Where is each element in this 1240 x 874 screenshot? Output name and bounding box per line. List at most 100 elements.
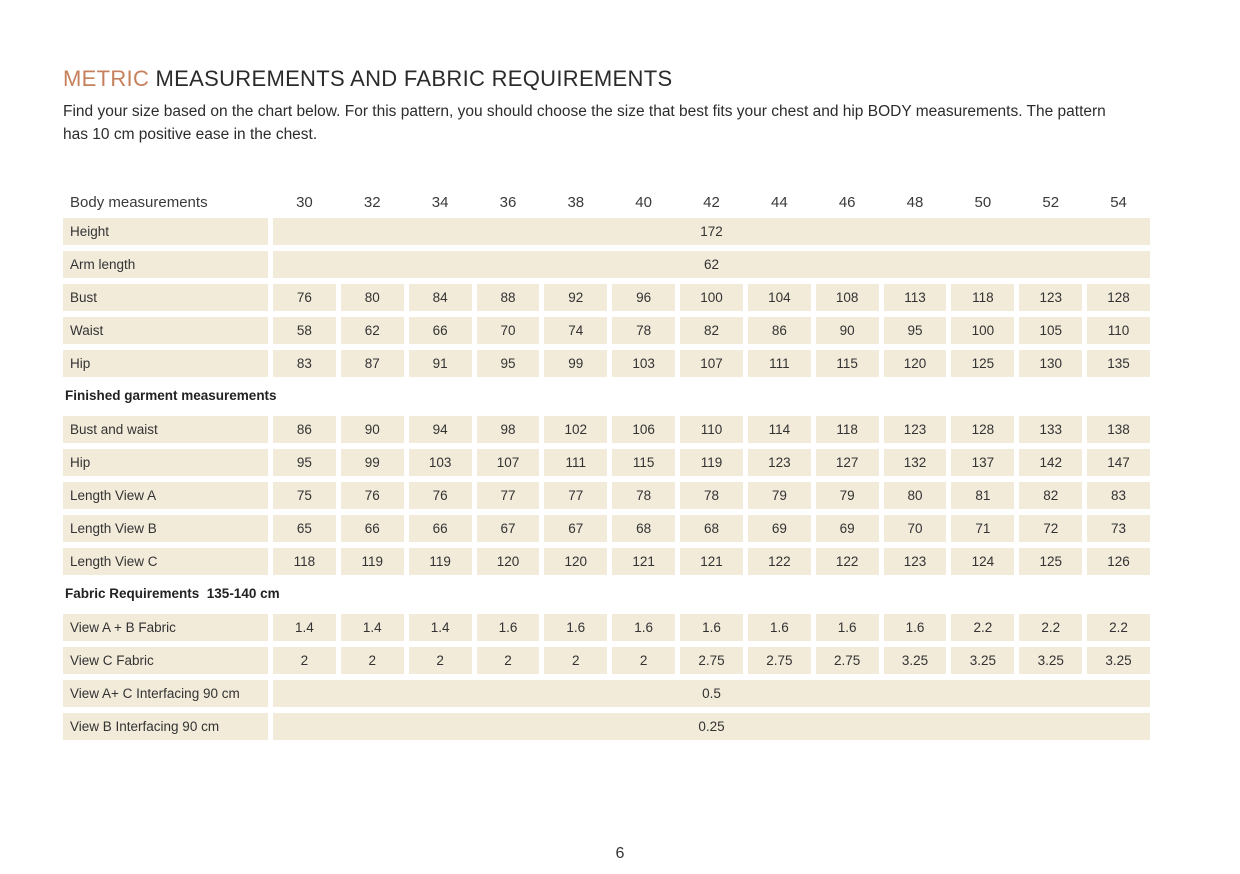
table-cell: 135 [1087,350,1150,377]
table-cell: 90 [815,317,879,344]
table-cell: 125 [951,350,1015,377]
table-row: Hip 83 87 91 95 99 103 107 111 115 120 125 130 135 [63,350,1150,377]
table-cell: 110 [680,416,743,443]
size-column-header: 54 [1110,194,1127,211]
table-cell: 1.4 [273,614,336,641]
row-span-value: 172 [273,218,1150,245]
table-cell: 1.4 [340,614,404,641]
table-cell: 127 [815,449,879,476]
table-cell: 108 [815,284,879,311]
table-cell: 78 [680,482,743,509]
size-column-header: 38 [567,194,585,211]
table-cell: 138 [1087,416,1150,443]
size-column-header: 30 [296,194,313,211]
table-row: Bust and waist 86 90 94 98 102 106 110 114 118 123… [63,416,1150,443]
table-cell: 77 [544,482,608,509]
size-column-header: 48 [906,194,924,211]
row-cells: 86 90 94 98 102 106 110 114 118 123 128 133 138 [273,416,1150,443]
table-cell: 76 [340,482,404,509]
table-cell: 3.25 [951,647,1015,674]
table-cell: 2 [612,647,676,674]
table-cell: 2 [544,647,608,674]
table-cell: 3.25 [1087,647,1150,674]
table-cell: 76 [273,284,336,311]
table-row: Length View A 75 76 76 77 77 78 78 79 79 80 81 82 83 [63,482,1150,509]
table-cell: 147 [1087,449,1150,476]
table-cell: 2 [408,647,472,674]
size-column-header: 46 [838,194,856,211]
table-cell: 62 [340,317,404,344]
size-column-header: 36 [499,194,517,211]
size-column-header: 44 [770,194,788,211]
table-cell: 115 [612,449,676,476]
table-cell: 123 [883,548,947,575]
table-cell: 130 [1019,350,1083,377]
table-cell: 82 [680,317,743,344]
table-cell: 128 [1087,284,1150,311]
table-cell: 1.6 [747,614,811,641]
table-cell: 91 [408,350,472,377]
size-column-header: 42 [703,194,720,211]
row-cells: 118 119 119 120 120 121 121 122 122 123 124 125 126 [273,548,1150,575]
table-cell: 124 [951,548,1015,575]
table-cell: 80 [883,482,947,509]
table-cell: 2.2 [951,614,1015,641]
table-cell: 2.75 [815,647,879,674]
table-cell: 104 [747,284,811,311]
row-label: Waist [63,317,268,344]
table-cell: 107 [680,350,743,377]
table-cell: 114 [747,416,811,443]
table-cell: 107 [476,449,540,476]
row-label: Arm length [63,251,268,278]
table-row: Waist 58 62 66 70 74 78 82 86 90 95 100 105 110 [63,317,1150,344]
table-cell: 100 [680,284,743,311]
table-cell: 67 [476,515,540,542]
row-span-value: 0.5 [273,680,1150,707]
table-cell: 142 [1019,449,1083,476]
table-cell: 99 [544,350,608,377]
row-label: Hip [63,449,268,476]
table-cell: 2.2 [1019,614,1083,641]
table-cell: 119 [408,548,472,575]
table-cell: 137 [951,449,1015,476]
row-cells: 75 76 76 77 77 78 78 79 79 80 81 82 83 [273,482,1150,509]
table-cell: 68 [680,515,743,542]
table-cell: 78 [612,482,676,509]
table-cell: 2.75 [747,647,811,674]
table-cell: 1.6 [815,614,879,641]
table-cell: 70 [476,317,540,344]
section-header: Fabric Requirements 135-140 cm [65,586,280,601]
page-title-rest: MEASUREMENTS AND FABRIC REQUIREMENTS [149,66,673,91]
table-cell: 122 [747,548,811,575]
table-cell: 69 [815,515,879,542]
table-cell: 123 [747,449,811,476]
table-cell: 106 [612,416,676,443]
table-cell: 119 [680,449,743,476]
table-cell: 3.25 [1019,647,1083,674]
table-cell: 67 [544,515,608,542]
table-cell: 74 [544,317,608,344]
row-cells: 58 62 66 70 74 78 82 86 90 95 100 105 110 [273,317,1150,344]
row-label: Height [63,218,268,245]
table-cell: 87 [340,350,404,377]
size-column-header: 32 [363,194,381,211]
table-cell: 1.6 [544,614,608,641]
table-cell: 132 [883,449,947,476]
table-cell: 2 [340,647,404,674]
table-cell: 78 [612,317,676,344]
size-column-header: 52 [1042,194,1060,211]
table-cell: 113 [883,284,947,311]
table-cell: 118 [273,548,336,575]
table-cell: 126 [1087,548,1150,575]
row-cells: 65 66 66 67 67 68 68 69 69 70 71 72 73 [273,515,1150,542]
table-cell: 122 [815,548,879,575]
table-cell: 1.6 [680,614,743,641]
table-cell: 80 [340,284,404,311]
table-row: View B Interfacing 90 cm 0.25 [63,713,1150,740]
table-row: Arm length 62 [63,251,1150,278]
table-row: Bust 76 80 84 88 92 96 100 104 108 113 118 123 128 [63,284,1150,311]
table-cell: 86 [273,416,336,443]
table-cell: 95 [883,317,947,344]
table-cell: 100 [951,317,1015,344]
table-cell: 1.4 [408,614,472,641]
